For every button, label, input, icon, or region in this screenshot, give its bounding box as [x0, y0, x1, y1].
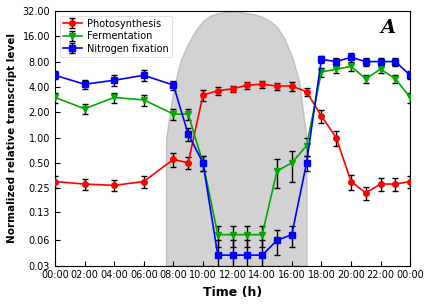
Y-axis label: Normalized relative transcript level: Normalized relative transcript level	[7, 33, 17, 243]
Text: A: A	[380, 19, 395, 37]
Legend: Photosynthesis, Fermentation, Nitrogen fixation: Photosynthesis, Fermentation, Nitrogen f…	[60, 16, 171, 57]
X-axis label: Time (h): Time (h)	[203, 286, 261, 299]
